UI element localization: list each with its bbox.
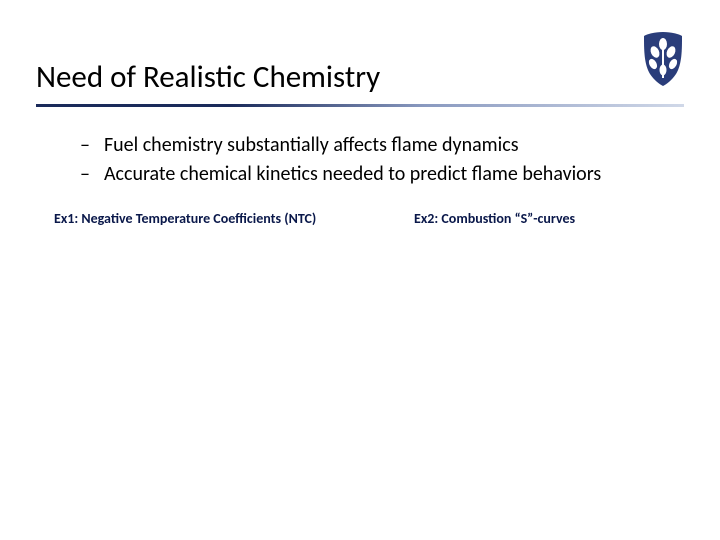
- bullet-dash-icon: –: [80, 132, 90, 159]
- example-right-heading: Ex2: Combustion “S”-curves: [414, 210, 575, 227]
- example-headings: Ex1: Negative Temperature Coefficients (…: [54, 210, 694, 227]
- slide-title: Need of Realistic Chemistry: [36, 58, 380, 96]
- bullet-dash-icon: –: [80, 161, 90, 188]
- bullet-item: – Fuel chemistry substantially affects f…: [80, 132, 680, 159]
- title-underline: [36, 104, 684, 107]
- bullet-item: – Accurate chemical kinetics needed to p…: [80, 161, 680, 188]
- shield-leaf-icon: [640, 30, 686, 86]
- bullet-text: Accurate chemical kinetics needed to pre…: [104, 161, 601, 188]
- bullet-list: – Fuel chemistry substantially affects f…: [80, 132, 680, 190]
- bullet-text: Fuel chemistry substantially affects fla…: [104, 132, 519, 159]
- example-left-heading: Ex1: Negative Temperature Coefficients (…: [54, 210, 414, 227]
- slide: Need of Realistic Chemistry – Fuel chemi…: [0, 0, 720, 540]
